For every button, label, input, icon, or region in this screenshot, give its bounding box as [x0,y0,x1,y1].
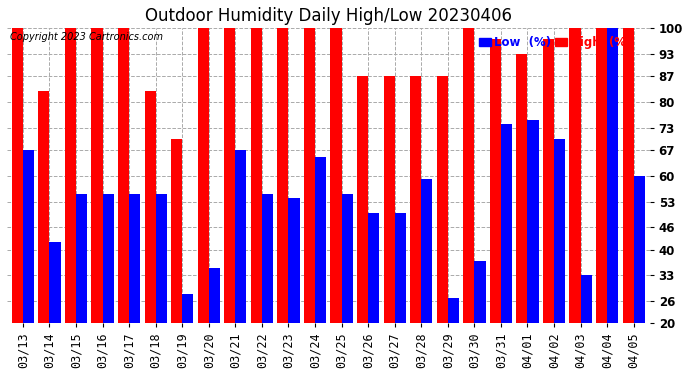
Bar [331,28,342,323]
Bar [543,39,554,323]
Bar [596,28,607,323]
Bar [129,194,140,323]
Bar [171,139,182,323]
Bar [554,139,565,323]
Bar [224,28,235,323]
Bar [633,176,645,323]
Bar [197,28,209,323]
Legend: Low  (%), High  (%): Low (%), High (%) [477,34,634,51]
Bar [103,194,114,323]
Bar [12,28,23,323]
Bar [569,28,580,323]
Bar [463,28,474,323]
Bar [501,124,512,323]
Bar [384,76,395,323]
Bar [368,213,380,323]
Bar [516,54,527,323]
Bar [315,157,326,323]
Bar [277,28,288,323]
Bar [262,194,273,323]
Bar [437,76,448,323]
Bar [342,194,353,323]
Bar [357,76,368,323]
Bar [304,28,315,323]
Bar [235,150,246,323]
Bar [156,194,167,323]
Bar [23,150,34,323]
Text: Copyright 2023 Cartronics.com: Copyright 2023 Cartronics.com [10,32,163,42]
Bar [395,213,406,323]
Bar [490,39,501,323]
Bar [422,179,433,323]
Bar [448,297,459,323]
Bar [76,194,87,323]
Bar [622,28,633,323]
Bar [527,120,539,323]
Bar [182,294,193,323]
Bar [91,28,103,323]
Bar [65,28,76,323]
Bar [250,28,262,323]
Bar [118,28,129,323]
Bar [474,261,486,323]
Bar [410,76,422,323]
Title: Outdoor Humidity Daily High/Low 20230406: Outdoor Humidity Daily High/Low 20230406 [145,7,512,25]
Bar [38,91,50,323]
Bar [209,268,220,323]
Bar [144,91,156,323]
Bar [50,242,61,323]
Bar [607,28,618,323]
Bar [580,275,592,323]
Bar [288,198,299,323]
